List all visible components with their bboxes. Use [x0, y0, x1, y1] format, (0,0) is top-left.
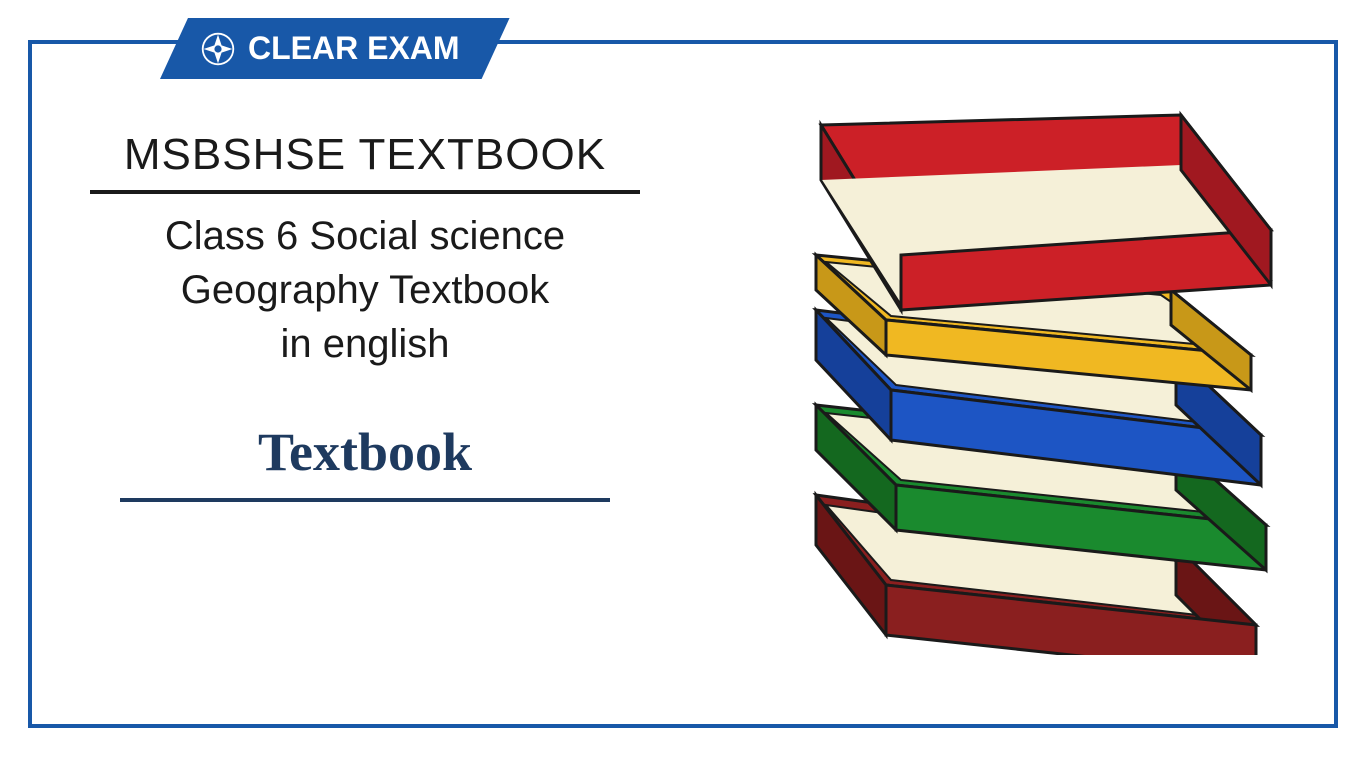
textbook-label: Textbook	[90, 421, 640, 483]
brand-tab: CLEAR EXAM	[160, 18, 510, 79]
subtitle: Class 6 Social science Geography Textboo…	[90, 209, 640, 371]
books-stack-image	[706, 95, 1306, 655]
divider-top	[90, 190, 640, 194]
divider-bottom	[120, 498, 610, 502]
content-area: MSBSHSE TEXTBOOK Class 6 Social science …	[90, 130, 640, 502]
main-title: MSBSHSE TEXTBOOK	[90, 130, 640, 180]
compass-icon	[200, 31, 236, 67]
brand-text: CLEAR EXAM	[248, 30, 460, 67]
